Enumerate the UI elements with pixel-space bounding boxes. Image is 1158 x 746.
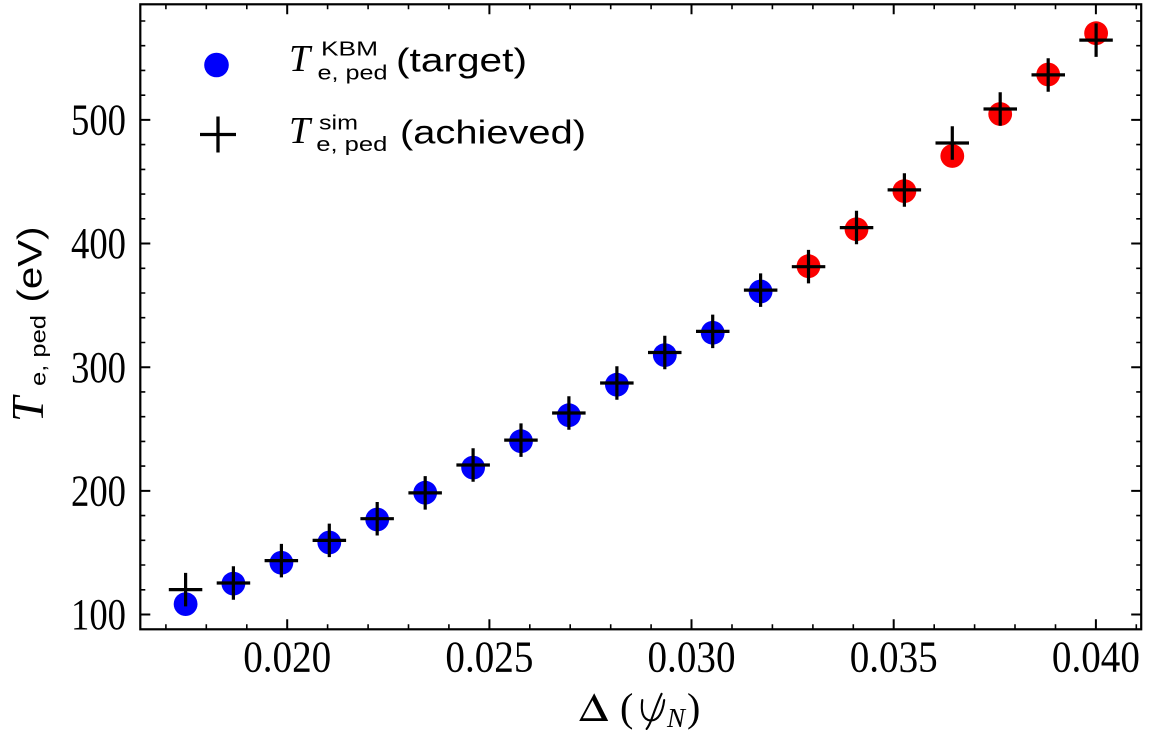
svg-text:N: N [666,703,687,733]
svg-text:e, ped: e, ped [28,315,51,386]
svg-text:(achieved): (achieved) [400,114,586,151]
svg-text:(eV): (eV) [12,227,50,303]
svg-text:(: ( [620,685,633,730]
svg-text:(target): (target) [396,42,527,79]
svg-text:T: T [289,110,313,152]
svg-text:400: 400 [71,219,126,268]
svg-text:e, ped: e, ped [318,63,388,85]
svg-text:T: T [289,38,313,80]
svg-text:e, ped: e, ped [316,134,387,156]
svg-text:KBM: KBM [321,38,378,60]
svg-text:T: T [3,394,53,422]
svg-text:100: 100 [71,590,126,639]
svg-text:sim: sim [319,112,358,134]
svg-text:0.020: 0.020 [243,633,331,682]
svg-text:): ) [687,685,700,730]
svg-text:500: 500 [71,96,126,145]
svg-text:0.030: 0.030 [648,633,736,682]
svg-text:200: 200 [71,467,126,516]
svg-text:0.025: 0.025 [445,633,533,682]
svg-text:0.040: 0.040 [1052,633,1140,682]
svg-text:300: 300 [71,343,126,392]
svg-text:0.035: 0.035 [850,633,938,682]
